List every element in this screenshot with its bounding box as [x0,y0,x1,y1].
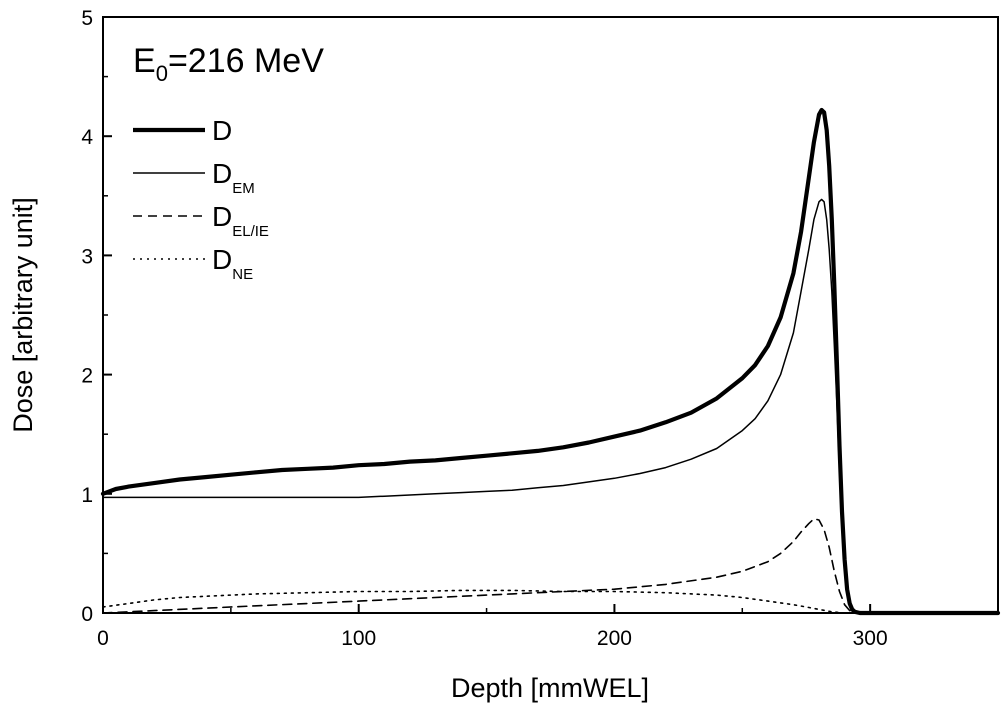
legend: D DEM DEL/IE DNE [133,115,269,283]
legend-label: DNE [212,244,253,283]
series-line-d-ne [103,590,998,613]
y-tick-label: 4 [81,126,93,149]
x-tick-label: 200 [597,627,632,650]
legend-label: DEL/IE [212,201,269,240]
y-tick-label: 0 [81,603,93,626]
legend-label: DEM [212,158,255,197]
series-line-d-em [103,199,998,613]
legend-label: D [212,115,232,146]
y-tick-label: 2 [81,365,93,388]
ticks-layer: 0 100 200 300 0 1 2 3 4 5 [81,7,887,650]
x-axis-label: Depth [mmWEL] [451,673,649,703]
y-tick-label: 1 [81,484,93,507]
series-line-d-el-ie [103,519,998,613]
y-tick-label: 3 [81,245,93,268]
x-tick-label: 100 [341,627,376,650]
energy-annotation: E0=216 MeV [133,42,324,86]
y-axis-label: Dose [arbitrary unit] [8,197,38,433]
plot-frame [103,17,998,613]
y-tick-label: 5 [81,7,93,30]
x-tick-label: 300 [853,627,888,650]
plot-area [103,17,998,613]
x-tick-label: 0 [97,627,109,650]
